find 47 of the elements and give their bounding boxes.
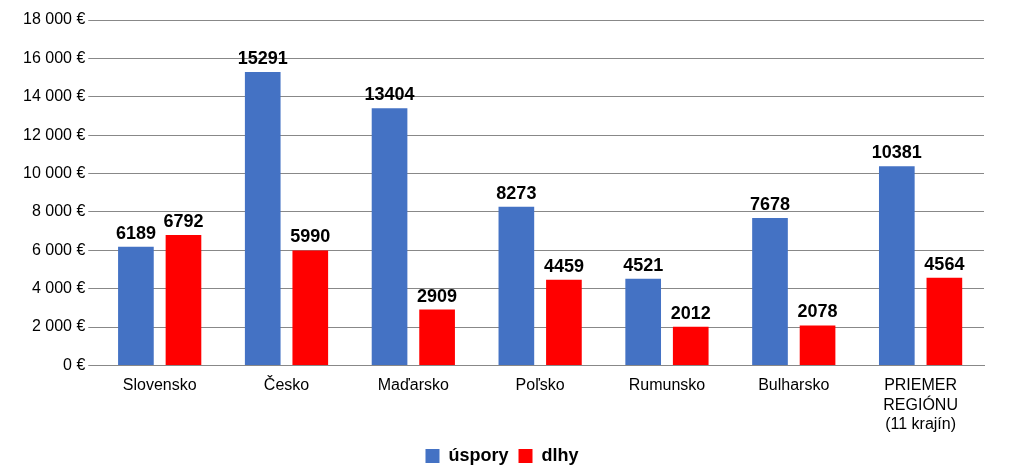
data-label: 15291	[237, 47, 288, 68]
y-tick-label: 4 000 €	[31, 279, 86, 297]
bar	[799, 325, 836, 365]
x-tick-label: Maďarsko	[377, 376, 450, 394]
bar	[878, 166, 915, 365]
bar	[165, 235, 202, 365]
legend-label: úspory	[448, 444, 509, 465]
bar	[625, 278, 662, 365]
legend-label: dlhy	[541, 444, 579, 465]
data-label: 2078	[797, 301, 838, 322]
x-tick-label: Poľsko	[515, 376, 565, 394]
data-label: 5990	[290, 226, 331, 247]
bar	[752, 218, 788, 365]
x-tick-label: Slovensko	[122, 376, 197, 394]
data-label: 6792	[163, 211, 204, 232]
x-tick-label: Česko	[263, 375, 310, 394]
data-label: 2909	[417, 285, 458, 306]
bar	[926, 277, 963, 365]
data-label: 13404	[364, 84, 415, 105]
data-label: 2012	[670, 302, 711, 323]
y-tick-label: 6 000 €	[31, 240, 86, 258]
y-tick-label: 12 000 €	[23, 125, 86, 143]
data-label: 4564	[924, 253, 965, 274]
bar	[371, 108, 408, 365]
y-tick-label: 16 000 €	[23, 48, 86, 66]
bar	[292, 250, 329, 365]
bar	[118, 246, 154, 365]
data-label: 4459	[543, 255, 584, 276]
y-tick-label: 2 000 €	[31, 317, 86, 335]
data-label: 10381	[871, 142, 922, 163]
data-label: 6189	[115, 222, 156, 243]
data-label: 8273	[496, 182, 537, 203]
y-tick-label: 10 000 €	[23, 163, 86, 181]
y-tick-label: 0 €	[63, 355, 86, 373]
x-tick-label: PRIEMER REGIÓNU (11 krajín)	[883, 376, 958, 432]
bar	[672, 326, 709, 365]
y-tick-label: 8 000 €	[31, 202, 86, 220]
y-tick-label: 18 000 €	[23, 10, 86, 28]
data-label: 7678	[749, 194, 791, 215]
bar	[244, 71, 281, 365]
y-tick-label: 14 000 €	[23, 87, 86, 105]
x-tick-label: Bulharsko	[758, 376, 830, 394]
data-label: 4521	[623, 254, 664, 275]
bar	[419, 309, 455, 365]
bar	[546, 279, 582, 365]
bar	[498, 206, 535, 365]
x-tick-label: Rumunsko	[628, 376, 706, 394]
